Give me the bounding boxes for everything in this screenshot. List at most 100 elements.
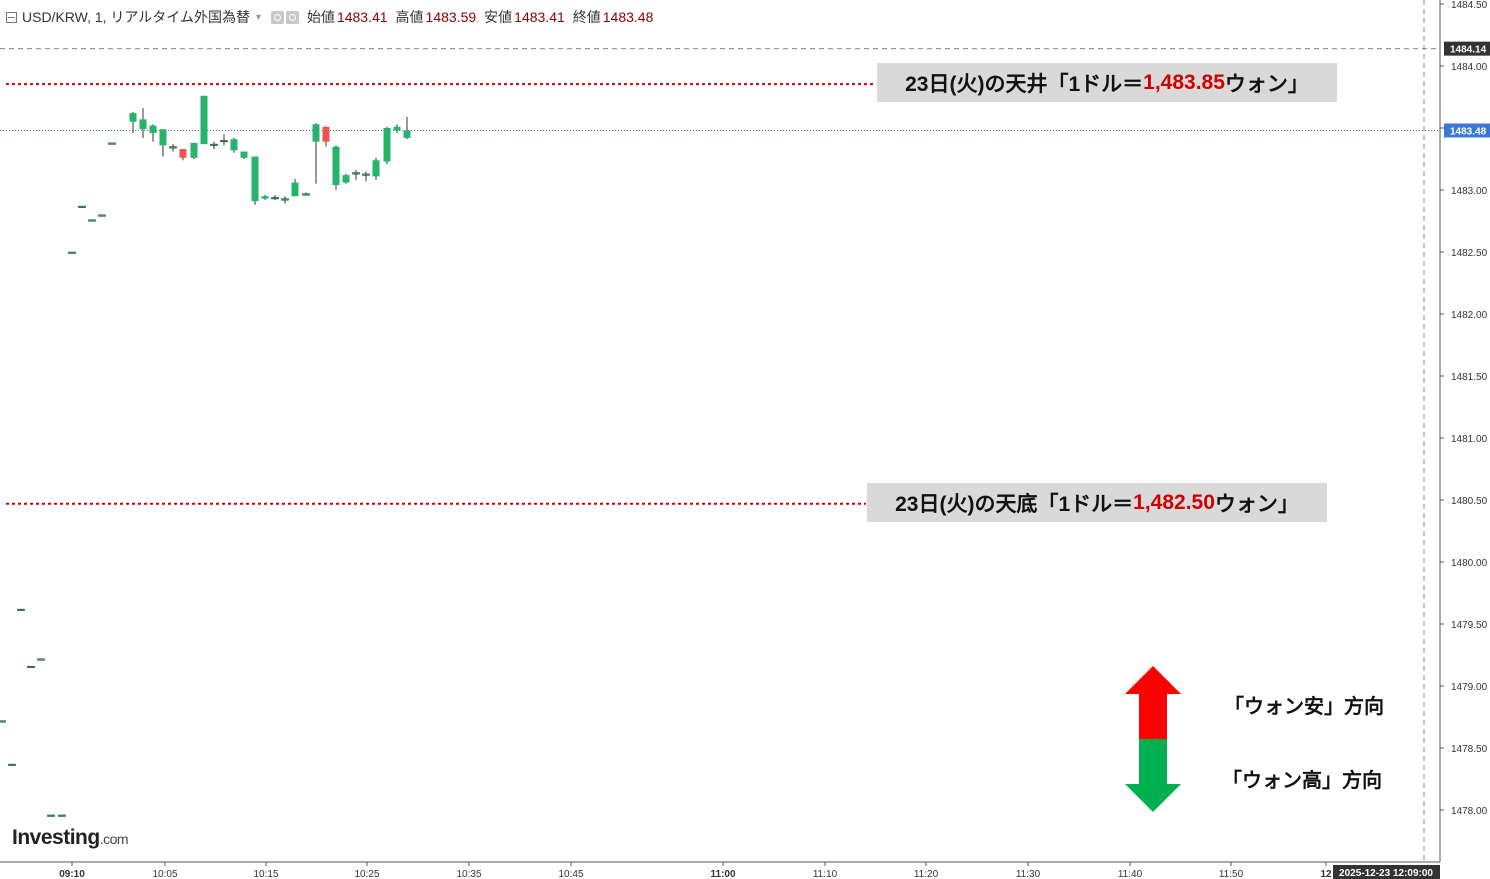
price-tick-label: 1484.50 (1451, 0, 1488, 11)
candle-body (220, 140, 228, 143)
candle-body (68, 251, 76, 254)
candle (322, 126, 330, 147)
price-tick-label: 1481.50 (1451, 372, 1488, 383)
price-tick-label: 1482.00 (1451, 310, 1488, 321)
candle-body (37, 658, 45, 661)
price-tick-label: 1480.50 (1451, 496, 1488, 507)
candle-body (78, 205, 86, 208)
candle-body (251, 156, 259, 202)
candle-body (108, 142, 116, 145)
time-tick-label: 10:25 (354, 869, 379, 879)
candle (291, 178, 299, 197)
investing-logo: Investing.com (12, 826, 129, 849)
candle (58, 814, 66, 817)
candle (342, 173, 350, 184)
candle-body (0, 720, 6, 723)
candle-body (88, 219, 96, 222)
price-tick-label: 1479.50 (1451, 620, 1488, 631)
candle-body (8, 763, 16, 766)
time-tick-label: 11:00 (710, 869, 735, 879)
candle (190, 142, 198, 159)
chevron-down-icon[interactable]: ▼ (254, 12, 263, 22)
candle (8, 763, 16, 766)
time-tick-label: 12 (1320, 869, 1332, 879)
candle-body (159, 129, 167, 146)
candle (403, 116, 411, 140)
candle (271, 194, 279, 200)
candle (78, 205, 86, 208)
price-tick-label: 1482.50 (1451, 248, 1488, 259)
candle (27, 665, 35, 668)
arrow-up-icon (1125, 666, 1181, 739)
candle-body (169, 146, 177, 149)
symbol-label[interactable]: USD/KRW, 1, リアルタイム外国為替 (22, 9, 251, 25)
candle-body (383, 128, 391, 162)
candle-body (393, 126, 401, 131)
candle (261, 194, 269, 200)
time-tick-label: 11:50 (1219, 869, 1244, 879)
candle-body (200, 95, 208, 145)
time-tick-label: 10:35 (456, 869, 481, 879)
crosshair-time-tag: 2025-12-23 12:09:00 (1339, 868, 1433, 879)
candle (251, 156, 259, 205)
candle-body (312, 124, 320, 142)
candle (37, 658, 45, 661)
candle (383, 126, 391, 164)
candle-body (352, 172, 360, 175)
candle-body (47, 814, 55, 817)
candle-body (139, 119, 147, 130)
candle-body (190, 142, 198, 158)
collapse-icon[interactable] (6, 11, 17, 23)
candle-body (291, 182, 299, 197)
candle-body (362, 173, 370, 176)
candle (281, 196, 289, 204)
time-tick-label: 11:30 (1016, 869, 1041, 879)
open-value: 始値 1483.41 (306, 9, 388, 25)
candle (332, 145, 340, 190)
price-tick-label: 1481.00 (1451, 434, 1488, 445)
candle (372, 157, 380, 181)
low-value: 安値 1483.41 (484, 9, 565, 25)
last-price-tag-bg (1444, 123, 1490, 138)
time-tick-label: 11:40 (1118, 869, 1143, 879)
close-value: 終値 1483.48 (572, 9, 654, 25)
candle-body (129, 113, 137, 122)
high-value: 高値 1483.59 (395, 9, 477, 25)
time-tick-label: 10:45 (558, 869, 583, 879)
floor-callout: 23日(火)の天底「1ドル＝ 1,482.50 ウォン」 (867, 483, 1327, 522)
candle (220, 134, 228, 146)
candle (210, 141, 218, 150)
candle (159, 129, 167, 157)
candle (149, 124, 157, 142)
candle (98, 214, 106, 217)
candle-body (372, 160, 380, 177)
candle-body (342, 175, 350, 183)
price-tick-label: 1480.00 (1451, 558, 1488, 569)
candle-body (210, 143, 218, 146)
candle (302, 192, 310, 196)
candle-body (230, 139, 238, 151)
candle-body (261, 196, 269, 199)
candle (240, 151, 248, 159)
last-price-tag: 1483.48 (1450, 126, 1487, 137)
ceiling-callout: 23日(火)の天井「1ドル＝ 1,483.85 ウォン」 (877, 63, 1337, 102)
candle-body (17, 608, 25, 611)
candle (0, 720, 6, 723)
candle (17, 608, 25, 611)
price-tick-label: 1484.00 (1451, 62, 1488, 73)
price-tick-label: 1478.50 (1451, 744, 1488, 755)
candle-body (27, 665, 35, 668)
candle (47, 814, 55, 817)
candle-body (58, 814, 66, 817)
candle (230, 137, 238, 153)
time-tick-label: 10:05 (152, 869, 177, 879)
eye-icon[interactable] (270, 10, 284, 24)
settings-icon[interactable] (285, 10, 299, 24)
dashed-level-tag: 1484.14 (1450, 45, 1487, 56)
time-tick-label: 09:10 (59, 869, 85, 879)
arrow-down-icon (1125, 739, 1181, 812)
price-tick-label: 1478.00 (1451, 806, 1488, 817)
candle-body (179, 149, 187, 158)
crosshair-time-tag-bg (1333, 865, 1440, 879)
